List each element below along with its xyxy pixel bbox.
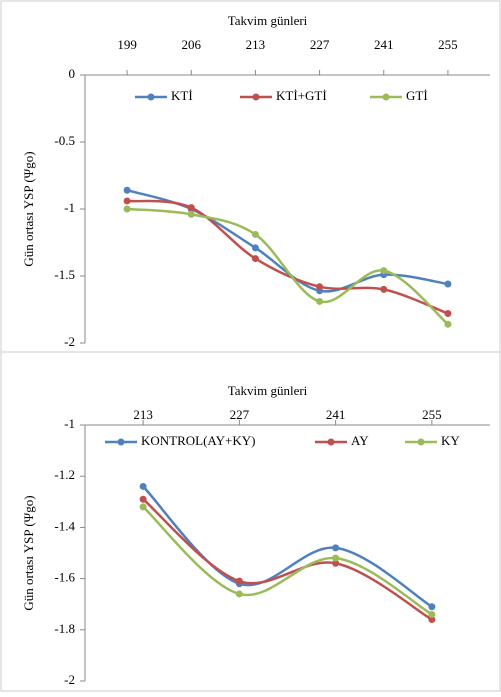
line (126, 199, 449, 315)
marker (251, 244, 259, 252)
marker (428, 610, 436, 618)
legend-label: KY (441, 433, 460, 448)
y-tick-label: -1.5 (54, 267, 75, 282)
marker (332, 544, 340, 552)
y-tick-label: -2 (64, 334, 75, 349)
legend-marker (382, 93, 390, 101)
y-tick-label: -1.6 (54, 570, 75, 585)
legend-marker (417, 438, 425, 446)
y-axis-title: Gün ortası YSP (Ψgo) (21, 495, 36, 610)
marker (251, 230, 259, 238)
marker (251, 255, 259, 263)
legend-label: KONTROL(AY+KY) (141, 433, 255, 448)
y-tick-label: -2 (64, 672, 75, 687)
x-tick-label: 241 (374, 37, 394, 52)
x-tick-label: 199 (117, 37, 137, 52)
legend-label: KTİ+GTİ (276, 88, 327, 103)
legend-marker (252, 93, 260, 101)
line (142, 498, 433, 621)
marker (123, 205, 131, 213)
x-axis-title: Takvim günleri (228, 383, 308, 398)
marker (380, 285, 388, 293)
x-tick-label: 227 (230, 407, 250, 422)
y-tick-label: 0 (69, 66, 76, 81)
line (126, 207, 449, 326)
legend-label: KTİ (171, 88, 193, 103)
x-tick-label: 206 (182, 37, 202, 52)
marker (316, 297, 324, 305)
legend-label: AY (351, 433, 369, 448)
y-tick-label: -1.2 (54, 467, 75, 482)
y-axis-title: Gün ortası YSP (Ψgo) (21, 151, 36, 266)
y-tick-label: -1.4 (54, 518, 75, 533)
marker (187, 210, 195, 218)
marker (123, 197, 131, 205)
marker (235, 577, 243, 585)
legend-marker (327, 438, 335, 446)
marker (139, 503, 147, 511)
x-tick-label: 255 (438, 37, 458, 52)
legend-marker (147, 93, 155, 101)
marker (187, 204, 195, 212)
y-tick-label: -0.5 (54, 133, 75, 148)
marker (428, 603, 436, 611)
marker (428, 616, 436, 624)
y-tick-label: -1.8 (54, 621, 75, 636)
legend-label: GTİ (406, 88, 428, 103)
x-tick-label: 227 (310, 37, 330, 52)
marker (444, 310, 452, 318)
y-tick-label: -1 (64, 416, 75, 431)
x-tick-label: 213 (133, 407, 153, 422)
line (142, 505, 433, 616)
marker (444, 280, 452, 288)
marker (332, 559, 340, 567)
x-tick-label: 241 (326, 407, 346, 422)
marker (139, 495, 147, 503)
legend-marker (117, 438, 125, 446)
y-tick-label: -1 (64, 200, 75, 215)
marker (316, 283, 324, 291)
x-axis-title: Takvim günleri (228, 13, 308, 28)
marker (380, 267, 388, 275)
marker (444, 320, 452, 328)
marker (139, 482, 147, 490)
marker (332, 554, 340, 562)
x-tick-label: 213 (246, 37, 266, 52)
line (142, 485, 433, 608)
marker (235, 590, 243, 598)
marker (123, 186, 131, 194)
x-tick-label: 255 (422, 407, 442, 422)
